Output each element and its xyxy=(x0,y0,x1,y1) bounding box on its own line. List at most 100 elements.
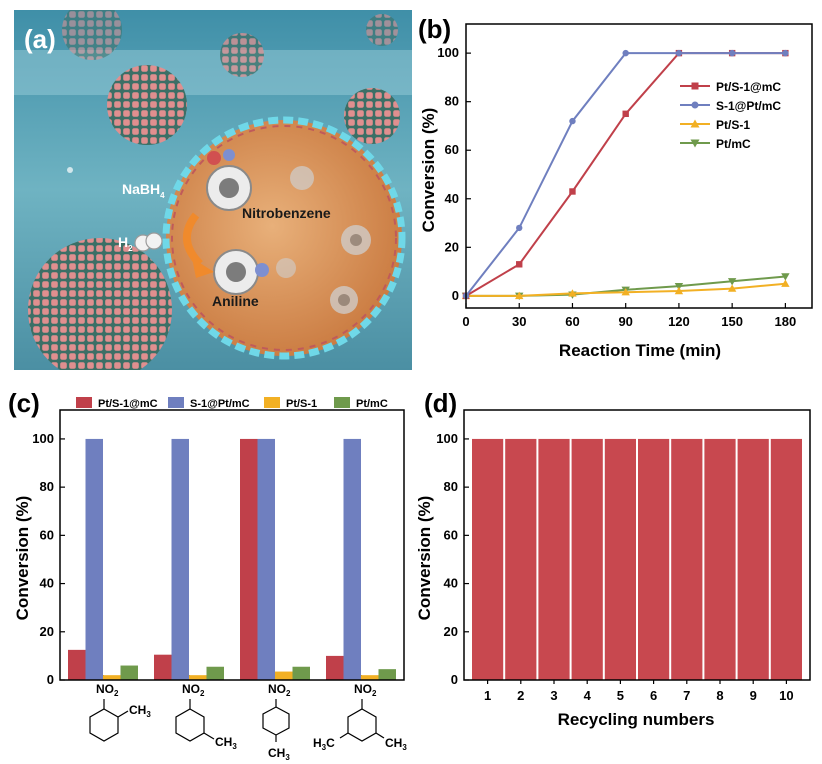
structure-4-no2: NO2 xyxy=(354,682,377,698)
chart-b-point xyxy=(728,49,736,57)
chart-d-ytick-label: 20 xyxy=(444,624,458,639)
background-molecule-2 xyxy=(330,286,358,314)
chart-d-frame xyxy=(463,409,811,681)
chart-b-point xyxy=(727,278,737,286)
nabh4-label: NaBH4 xyxy=(122,181,165,200)
chart-d-bar xyxy=(571,438,603,680)
chart-c-ylabel: Conversion (%) xyxy=(13,496,32,621)
chart-b-legend-label: Pt/S-1 xyxy=(716,118,750,132)
chart-b-legend-marker xyxy=(691,101,699,109)
chart-c-bar xyxy=(275,671,293,680)
structure-4-h3c: H3C xyxy=(313,736,335,752)
chart-d-xtick-label: 8 xyxy=(716,688,723,703)
nitrobenzene-label: Nitrobenzene xyxy=(242,205,331,221)
chart-c-ytick-label: 0 xyxy=(47,672,54,687)
chart-c-bar xyxy=(189,675,207,680)
chart-c-bar xyxy=(343,438,361,680)
sphere-top-left xyxy=(62,0,122,60)
chart-b-point xyxy=(782,49,789,57)
background-molecule-4 xyxy=(276,258,296,278)
chart-b-xtick-label: 30 xyxy=(512,314,526,329)
chart-b-xtick-label: 180 xyxy=(775,314,797,329)
structure-1-no2: NO2 xyxy=(96,682,119,698)
chart-c-bar xyxy=(120,665,138,680)
chart-b-point xyxy=(516,224,523,232)
nitrobenzene-molecule xyxy=(206,149,252,211)
chart-c-bar xyxy=(257,438,275,680)
chart-d-xtick-label: 9 xyxy=(750,688,757,703)
structure-3-ch3: CH3 xyxy=(268,746,290,762)
chart-c-legend-label: Pt/S-1@mC xyxy=(98,398,158,410)
chart-c-legend-swatch xyxy=(168,397,184,408)
structure-2-ch3: CH3 xyxy=(215,735,237,751)
illustration-svg: (a) NaBH4 H2 Nitrobenzene Aniline xyxy=(14,0,412,382)
chart-b-legend-label: Pt/S-1@mC xyxy=(716,80,781,94)
chart-d-ytick-label: 40 xyxy=(444,576,458,591)
chart-d-bar xyxy=(671,438,703,680)
core-shell-inner-ring xyxy=(171,125,397,351)
h2-label: H2 xyxy=(118,234,133,253)
panel-d-label: (d) xyxy=(424,388,457,418)
sphere-top-right xyxy=(220,33,264,77)
chart-c-bar xyxy=(171,438,189,680)
chart-b-legend-label: S-1@Pt/mC xyxy=(716,99,781,113)
chart-d-xtick-label: 2 xyxy=(517,688,524,703)
chart-c-bar xyxy=(240,438,258,680)
chart-d-xtick-label: 7 xyxy=(683,688,690,703)
hydrogen-molecule xyxy=(134,232,163,252)
chart-c-legend-label: S-1@Pt/mC xyxy=(190,398,250,410)
chart-c-ytick-label: 20 xyxy=(40,624,54,639)
panel-a-label: (a) xyxy=(24,24,56,54)
chart-c: (c) Conversion (%) Pt/S-1@mC S-1@Pt/mC Pt/… xyxy=(8,388,407,762)
chart-d-bar xyxy=(472,438,504,680)
panel-b-label: (b) xyxy=(418,14,451,44)
chart-b-point xyxy=(569,117,576,125)
chart-d-xtick-label: 6 xyxy=(650,688,657,703)
structure-1-ch3: CH3 xyxy=(129,703,151,719)
aniline-label: Aniline xyxy=(212,293,259,309)
chart-b-xtick-label: 150 xyxy=(721,314,743,329)
chart-d-xtick-label: 1 xyxy=(484,688,491,703)
chart-d-ytick-label: 80 xyxy=(444,479,458,494)
chart-c-bar xyxy=(378,669,396,680)
chart-b-point xyxy=(569,188,576,195)
chart-b-frame xyxy=(465,23,813,309)
chart-c-bar xyxy=(68,649,86,680)
chart-d-xtick-label: 4 xyxy=(584,688,592,703)
bubble-2 xyxy=(67,167,73,173)
sphere-far-right xyxy=(366,14,398,46)
reaction-arrow xyxy=(183,212,203,267)
chart-c-legend-label: Pt/mC xyxy=(356,398,388,410)
background-molecule-1 xyxy=(341,225,371,255)
panel-a-illustration: (a) NaBH4 H2 Nitrobenzene Aniline xyxy=(14,0,412,382)
chart-c-bar xyxy=(154,654,172,680)
chart-b-ytick-label: 20 xyxy=(445,239,459,254)
chart-b-point xyxy=(781,273,790,281)
sphere-top-center xyxy=(107,65,187,145)
chart-d-bar xyxy=(770,438,802,680)
chart-c-legend-swatch xyxy=(334,397,350,408)
chart-d-xlabel: Recycling numbers xyxy=(558,710,715,729)
sphere-bottom-left xyxy=(28,238,172,382)
chart-c-bar xyxy=(326,655,344,680)
chart-d: (d) Conversion (%) Recycling numbers 0 20… xyxy=(415,388,811,729)
chart-c-ytick-label: 100 xyxy=(32,431,54,446)
chart-b-xtick-label: 60 xyxy=(565,314,579,329)
chart-b-ytick-label: 60 xyxy=(445,142,459,157)
chart-b-xlabel: Reaction Time (min) xyxy=(559,341,721,360)
chart-b: (b) Conversion (%) Reaction Time (min) 0… xyxy=(418,14,813,360)
chart-b-point xyxy=(621,288,630,296)
chart-d-bar xyxy=(737,438,769,680)
background-molecule-3 xyxy=(290,166,314,190)
chart-b-legend-marker xyxy=(690,139,700,148)
structure-4-ch3: CH3 xyxy=(385,736,407,752)
chart-b-legend-marker xyxy=(690,119,700,128)
chart-b-point xyxy=(622,49,629,57)
reaction-arrow-head xyxy=(192,258,214,278)
water-surface xyxy=(14,50,412,95)
chart-c-bar xyxy=(103,675,121,680)
chart-c-bar xyxy=(206,666,224,680)
chart-b-legend-marker xyxy=(691,82,699,90)
chart-c-frame xyxy=(59,409,405,681)
structure-1: NO2 CH3 xyxy=(89,682,151,742)
